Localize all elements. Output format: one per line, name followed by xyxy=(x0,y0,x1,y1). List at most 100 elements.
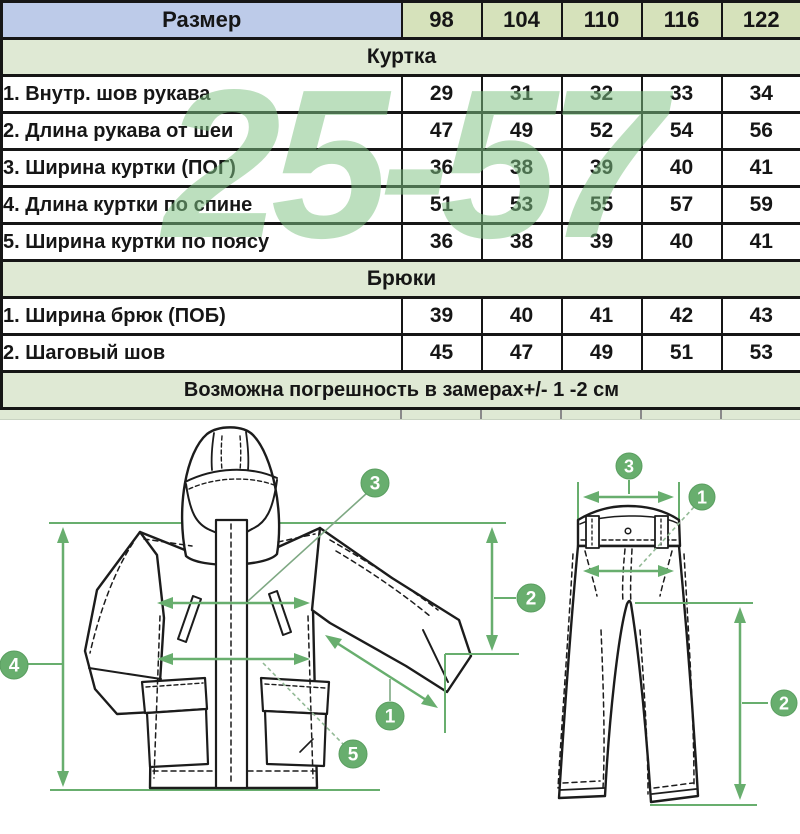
measure-value: 42 xyxy=(640,296,723,336)
measure-value: 39 xyxy=(560,148,643,188)
jacket-hood xyxy=(180,426,281,567)
measure-value: 41 xyxy=(560,296,643,336)
grid-tick xyxy=(400,410,402,419)
measure-value: 47 xyxy=(480,333,563,373)
measure-value: 31 xyxy=(480,74,563,114)
measure-value: 53 xyxy=(480,185,563,225)
measure-label: 1. Внутр. шов рукава xyxy=(0,74,403,114)
grid-tick xyxy=(720,410,722,419)
table-row: 1. Ширина брюк (ПОБ) 39 40 41 42 43 xyxy=(0,296,800,336)
table-row: 2. Длина рукава от шеи 47 49 52 54 56 xyxy=(0,111,800,151)
measure-value: 54 xyxy=(640,111,723,151)
pants-drawing xyxy=(557,504,700,804)
table-row: 1. Внутр. шов рукава 29 31 32 33 34 xyxy=(0,74,800,114)
measure-value: 57 xyxy=(640,185,723,225)
tolerance-note: Возможна погрешность в замерах+/- 1 -2 с… xyxy=(0,370,800,410)
measure-value: 45 xyxy=(400,333,483,373)
measure-value: 40 xyxy=(640,148,723,188)
measure-label: 1. Ширина брюк (ПОБ) xyxy=(0,296,403,336)
measure-label: 2. Длина рукава от шеи xyxy=(0,111,403,151)
marker-circle-jacket-2 xyxy=(516,583,546,613)
measure-value: 55 xyxy=(560,185,643,225)
jacket-connectors xyxy=(247,492,391,746)
measure-value: 29 xyxy=(400,74,483,114)
marker-label: 1 xyxy=(697,488,707,508)
measure-value: 49 xyxy=(560,333,643,373)
table-header-row: Размер 98 104 110 116 122 xyxy=(0,0,800,40)
measure-value: 53 xyxy=(720,333,800,373)
measure-value: 38 xyxy=(480,148,563,188)
size-table: Размер 98 104 110 116 122 Куртка 1. Внут… xyxy=(0,0,800,410)
measure-value: 41 xyxy=(720,148,800,188)
jacket-pocket-left xyxy=(145,707,210,769)
section-title: Брюки xyxy=(0,259,800,299)
measure-value: 56 xyxy=(720,111,800,151)
jacket-right-sleeve xyxy=(310,526,473,694)
measure-value: 43 xyxy=(720,296,800,336)
size-col-header: 104 xyxy=(480,0,563,40)
measure-value: 39 xyxy=(560,222,643,262)
grid-tick xyxy=(480,410,482,419)
marker-label: 4 xyxy=(9,656,20,677)
measure-value: 40 xyxy=(480,296,563,336)
measure-value: 52 xyxy=(560,111,643,151)
measure-value: 33 xyxy=(640,74,723,114)
jacket-drawing xyxy=(83,426,473,790)
pants-legs xyxy=(557,544,700,804)
pants-seam-stitches xyxy=(557,548,695,795)
marker-circle-jacket-4 xyxy=(0,650,29,680)
measure-value: 59 xyxy=(720,185,800,225)
table-row: 4. Длина куртки по спине 51 53 55 57 59 xyxy=(0,185,800,225)
marker-circle-pants-2 xyxy=(770,689,798,717)
jacket-pocket-right xyxy=(263,709,328,768)
measure-value: 38 xyxy=(480,222,563,262)
measure-value: 36 xyxy=(400,148,483,188)
jacket-arrows xyxy=(28,527,519,787)
marker-circle-jacket-3 xyxy=(360,468,390,498)
footer-row: Возможна погрешность в замерах+/- 1 -2 с… xyxy=(0,370,800,410)
measure-value: 32 xyxy=(560,74,643,114)
section-header-jacket: Куртка xyxy=(0,37,800,77)
marker-label: 2 xyxy=(526,589,537,610)
measure-label: 2. Шаговый шов xyxy=(0,333,403,373)
jacket-and-pants-diagram: 4 3 1 2 5 3 1 2 xyxy=(0,426,798,806)
measure-value: 47 xyxy=(400,111,483,151)
jacket-chest-pocket-left xyxy=(177,595,202,643)
measure-value: 51 xyxy=(640,333,723,373)
grid-tick xyxy=(560,410,562,419)
table-row: 3. Ширина куртки (ПОГ) 36 38 39 40 41 xyxy=(0,148,800,188)
section-title: Куртка xyxy=(0,37,800,77)
marker-circle-jacket-5 xyxy=(338,739,368,769)
marker-circle-jacket-1 xyxy=(375,701,405,731)
measure-value: 49 xyxy=(480,111,563,151)
measure-value: 41 xyxy=(720,222,800,262)
size-col-header: 122 xyxy=(720,0,800,40)
measure-label: 5. Ширина куртки по поясу xyxy=(0,222,403,262)
marker-circles: 4 3 1 2 5 3 1 2 xyxy=(0,452,798,769)
marker-label: 1 xyxy=(385,707,396,728)
measure-label: 4. Длина куртки по спине xyxy=(0,185,403,225)
section-header-pants: Брюки xyxy=(0,259,800,299)
pants-button xyxy=(624,527,632,535)
table-row: 5. Ширина куртки по поясу 36 38 39 40 41 xyxy=(0,222,800,262)
pants-arrows xyxy=(583,480,768,806)
measure-label: 3. Ширина куртки (ПОГ) xyxy=(0,148,403,188)
marker-label: 3 xyxy=(624,457,634,477)
measure-value: 36 xyxy=(400,222,483,262)
measurement-diagram: 4 3 1 2 5 3 1 2 xyxy=(0,420,800,834)
measure-value: 34 xyxy=(720,74,800,114)
marker-circle-pants-1 xyxy=(688,483,716,511)
jacket-seam-stitches xyxy=(143,533,316,779)
marker-label: 2 xyxy=(779,694,789,714)
marker-circle-pants-3 xyxy=(615,452,643,480)
marker-label: 3 xyxy=(370,474,381,495)
measure-value: 40 xyxy=(640,222,723,262)
marker-label: 5 xyxy=(348,745,359,766)
table-row: 2. Шаговый шов 45 47 49 51 53 xyxy=(0,333,800,373)
measure-value: 39 xyxy=(400,296,483,336)
size-col-header: 110 xyxy=(560,0,643,40)
size-col-header: 116 xyxy=(640,0,723,40)
size-header-label: Размер xyxy=(0,0,403,40)
measurement-annotations: 4 3 1 2 5 3 1 2 xyxy=(0,452,798,806)
size-col-header: 98 xyxy=(400,0,483,40)
